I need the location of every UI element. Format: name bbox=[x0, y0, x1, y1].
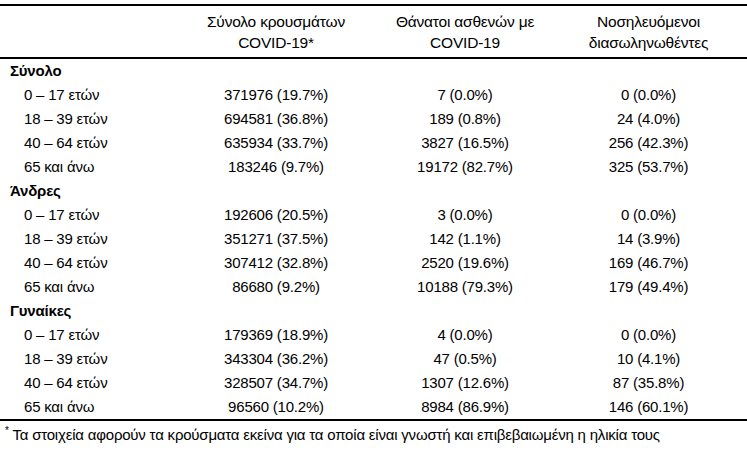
row-label: 65 και άνω bbox=[0, 275, 172, 299]
table-row: 0 – 17 ετών371976 (19.7%)7 (0.0%)0 (0.0%… bbox=[0, 83, 747, 107]
table-row: 40 – 64 ετών307412 (32.8%)2520 (19.6%)16… bbox=[0, 251, 747, 275]
row-label: 40 – 64 ετών bbox=[0, 131, 172, 155]
cell-cases: 86680 (9.2%) bbox=[172, 275, 380, 299]
column-header-deaths-line2: COVID-19 bbox=[380, 32, 550, 53]
row-label: 40 – 64 ετών bbox=[0, 371, 172, 395]
column-header-deaths-line1: Θάνατοι ασθενών με bbox=[380, 11, 550, 32]
cell-cases: 328507 (34.7%) bbox=[172, 371, 380, 395]
table-row: 65 και άνω86680 (9.2%)10188 (79.3%)179 (… bbox=[0, 275, 747, 299]
cell-deaths: 19172 (82.7%) bbox=[380, 155, 550, 179]
table-body: Σύνολο0 – 17 ετών371976 (19.7%)7 (0.0%)0… bbox=[0, 59, 747, 419]
cell-deaths: 47 (0.5%) bbox=[380, 347, 550, 371]
cell-intubated: 24 (4.0%) bbox=[550, 107, 747, 131]
covid-statistics-table-page: Σύνολο κρουσμάτων COVID-19* Θάνατοι ασθε… bbox=[0, 0, 747, 458]
column-header-intubated: Νοσηλευόμενοι διασωληνωθέντες bbox=[550, 11, 747, 53]
section-row: Άνδρες bbox=[0, 179, 747, 203]
cell-deaths: 1307 (12.6%) bbox=[380, 371, 550, 395]
cell-intubated: 325 (53.7%) bbox=[550, 155, 747, 179]
row-label: 65 και άνω bbox=[0, 395, 172, 419]
section-row: Γυναίκες bbox=[0, 299, 747, 323]
cell-cases: 183246 (9.7%) bbox=[172, 155, 380, 179]
cell-deaths: 8984 (86.9%) bbox=[380, 395, 550, 419]
table-row: 0 – 17 ετών192606 (20.5%)3 (0.0%)0 (0.0%… bbox=[0, 203, 747, 227]
column-header-deaths: Θάνατοι ασθενών με COVID-19 bbox=[380, 11, 550, 53]
section-label: Σύνολο bbox=[0, 59, 747, 83]
cell-intubated: 14 (3.9%) bbox=[550, 227, 747, 251]
section-label: Άνδρες bbox=[0, 179, 747, 203]
cell-intubated: 179 (49.4%) bbox=[550, 275, 747, 299]
row-label: 0 – 17 ετών bbox=[0, 323, 172, 347]
cell-deaths: 7 (0.0%) bbox=[380, 83, 550, 107]
table-row: 18 – 39 ετών351271 (37.5%)142 (1.1%)14 (… bbox=[0, 227, 747, 251]
cell-intubated: 256 (42.3%) bbox=[550, 131, 747, 155]
row-label: 18 – 39 ετών bbox=[0, 107, 172, 131]
cell-deaths: 10188 (79.3%) bbox=[380, 275, 550, 299]
row-label: 0 – 17 ετών bbox=[0, 203, 172, 227]
cell-cases: 694581 (36.8%) bbox=[172, 107, 380, 131]
row-label: 0 – 17 ετών bbox=[0, 83, 172, 107]
cell-cases: 179369 (18.9%) bbox=[172, 323, 380, 347]
table-row: 40 – 64 ετών635934 (33.7%)3827 (16.5%)25… bbox=[0, 131, 747, 155]
footnote-marker: * bbox=[5, 425, 9, 436]
footnote-text: Τα στοιχεία αφορούν τα κρούσματα εκείνα … bbox=[12, 426, 659, 443]
footnote: * Τα στοιχεία αφορούν τα κρούσματα εκείν… bbox=[0, 421, 747, 445]
cell-intubated: 0 (0.0%) bbox=[550, 323, 747, 347]
column-header-intubated-line1: Νοσηλευόμενοι bbox=[550, 11, 747, 32]
table-row: 18 – 39 ετών343304 (36.2%)47 (0.5%)10 (4… bbox=[0, 347, 747, 371]
row-label: 18 – 39 ετών bbox=[0, 227, 172, 251]
cell-deaths: 189 (0.8%) bbox=[380, 107, 550, 131]
row-label: 18 – 39 ετών bbox=[0, 347, 172, 371]
column-header-cases-line2: COVID-19* bbox=[172, 32, 380, 53]
cell-deaths: 4 (0.0%) bbox=[380, 323, 550, 347]
table-row: 65 και άνω96560 (10.2%)8984 (86.9%)146 (… bbox=[0, 395, 747, 419]
cell-cases: 96560 (10.2%) bbox=[172, 395, 380, 419]
section-row: Σύνολο bbox=[0, 59, 747, 83]
cell-cases: 635934 (33.7%) bbox=[172, 131, 380, 155]
cell-deaths: 3827 (16.5%) bbox=[380, 131, 550, 155]
cell-cases: 343304 (36.2%) bbox=[172, 347, 380, 371]
cell-deaths: 2520 (19.6%) bbox=[380, 251, 550, 275]
column-header-cases-line1: Σύνολο κρουσμάτων bbox=[172, 11, 380, 32]
table-row: 18 – 39 ετών694581 (36.8%)189 (0.8%)24 (… bbox=[0, 107, 747, 131]
row-label: 40 – 64 ετών bbox=[0, 251, 172, 275]
cell-deaths: 3 (0.0%) bbox=[380, 203, 550, 227]
section-label: Γυναίκες bbox=[0, 299, 747, 323]
table-row: 65 και άνω183246 (9.7%)19172 (82.7%)325 … bbox=[0, 155, 747, 179]
cell-cases: 307412 (32.8%) bbox=[172, 251, 380, 275]
cell-intubated: 0 (0.0%) bbox=[550, 203, 747, 227]
column-header-intubated-line2: διασωληνωθέντες bbox=[550, 32, 747, 53]
cell-cases: 192606 (20.5%) bbox=[172, 203, 380, 227]
table-header-row: Σύνολο κρουσμάτων COVID-19* Θάνατοι ασθε… bbox=[0, 6, 747, 57]
cell-intubated: 10 (4.1%) bbox=[550, 347, 747, 371]
row-label: 65 και άνω bbox=[0, 155, 172, 179]
cell-intubated: 87 (35.8%) bbox=[550, 371, 747, 395]
cell-deaths: 142 (1.1%) bbox=[380, 227, 550, 251]
column-header-cases: Σύνολο κρουσμάτων COVID-19* bbox=[172, 11, 380, 53]
cell-cases: 351271 (37.5%) bbox=[172, 227, 380, 251]
table-row: 40 – 64 ετών328507 (34.7%)1307 (12.6%)87… bbox=[0, 371, 747, 395]
table-row: 0 – 17 ετών179369 (18.9%)4 (0.0%)0 (0.0%… bbox=[0, 323, 747, 347]
cell-intubated: 0 (0.0%) bbox=[550, 83, 747, 107]
cell-intubated: 146 (60.1%) bbox=[550, 395, 747, 419]
cell-cases: 371976 (19.7%) bbox=[172, 83, 380, 107]
cell-intubated: 169 (46.7%) bbox=[550, 251, 747, 275]
